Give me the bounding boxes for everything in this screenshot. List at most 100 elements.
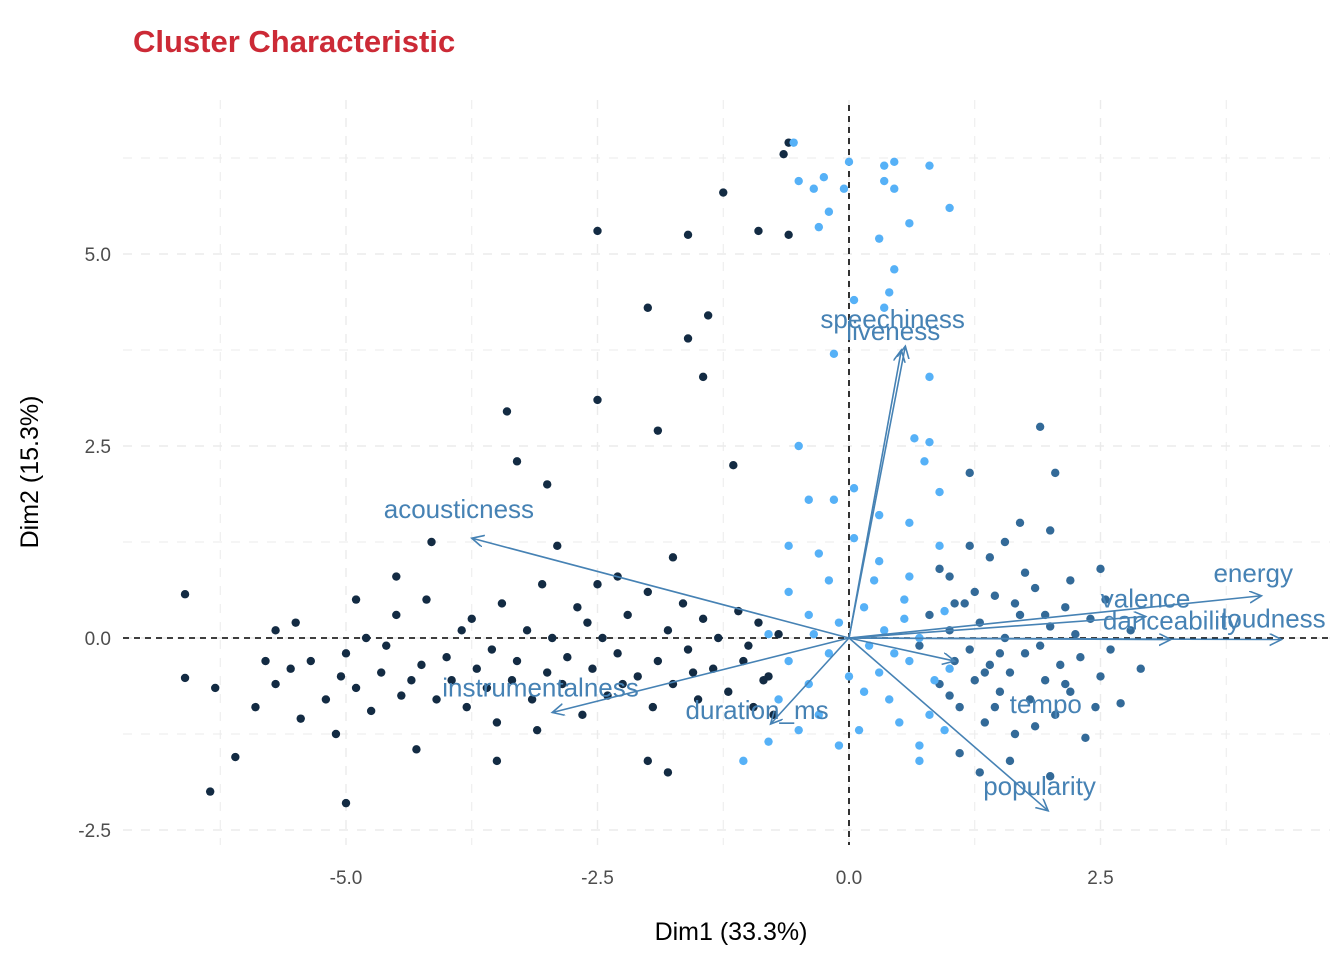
cluster-3-point xyxy=(804,610,813,620)
axis-ticks: -5.0 -2.5 0.0 2.5 -2.5 0.0 2.5 5.0 xyxy=(78,245,1113,889)
cluster-1-point xyxy=(321,695,331,704)
cluster-1-point xyxy=(392,572,401,581)
cluster-3-point xyxy=(764,737,773,746)
cluster-2-point xyxy=(1010,599,1020,608)
chart-title: Cluster Characteristic xyxy=(133,24,456,59)
cluster-2-point xyxy=(915,641,924,650)
cluster-2-point xyxy=(950,599,959,608)
x-tick-label: -5.0 xyxy=(330,868,363,889)
cluster-1-point xyxy=(507,676,517,685)
cluster-2-point xyxy=(1015,610,1025,620)
cluster-2-point xyxy=(985,553,995,562)
cluster-1-point xyxy=(271,626,280,635)
cluster-1-point xyxy=(366,706,376,716)
label-acousticness: acousticness xyxy=(384,494,534,524)
cluster-3-point xyxy=(844,672,854,681)
cluster-3-point xyxy=(925,437,934,447)
cluster-2-point xyxy=(1020,649,1030,658)
cluster-3-point xyxy=(784,541,793,551)
cluster-2-point xyxy=(965,541,974,551)
cluster-1-point xyxy=(653,656,663,666)
cluster-1-point xyxy=(719,188,728,197)
cluster-1-point xyxy=(472,664,481,673)
cluster-3-point xyxy=(814,222,824,232)
cluster-3-point xyxy=(854,725,864,735)
cluster-3-point xyxy=(874,557,884,566)
cluster-1-point xyxy=(537,580,547,589)
cluster-1-point xyxy=(583,618,592,627)
cluster-3-point xyxy=(844,157,854,167)
cluster-1-point xyxy=(447,676,456,685)
cluster-2-point xyxy=(1061,603,1070,612)
cluster-3-point xyxy=(895,718,904,727)
cluster-3-point xyxy=(859,687,869,696)
cluster-1-point xyxy=(588,664,597,673)
cluster-1-point xyxy=(593,580,602,589)
cluster-1-point xyxy=(492,756,502,766)
cluster-1-point xyxy=(527,695,537,704)
cluster-1-point xyxy=(261,656,270,666)
cluster-3-point xyxy=(945,203,954,213)
arrow-instrumentalness xyxy=(552,637,850,712)
cluster-2-point xyxy=(1056,660,1065,670)
cluster-3-point xyxy=(814,710,824,719)
cluster-3-point xyxy=(880,303,889,312)
x-tick-label: 0.0 xyxy=(836,868,862,889)
cluster-1-point xyxy=(482,683,492,693)
cluster-1-point xyxy=(427,537,436,547)
cluster-1-point xyxy=(522,626,532,635)
y-axis-label: Dim2 (15.3%) xyxy=(16,396,44,549)
cluster-3-point xyxy=(940,606,949,616)
cluster-2-point xyxy=(1076,653,1085,662)
cluster-3-point xyxy=(824,576,834,585)
cluster-3-point xyxy=(925,372,934,382)
cluster-2-point xyxy=(1005,668,1015,677)
cluster-1-point xyxy=(623,610,632,620)
cluster-1-point xyxy=(211,683,220,693)
cluster-2-point xyxy=(1030,583,1040,593)
cluster-3-point xyxy=(874,510,884,520)
cluster-3-point xyxy=(885,695,894,704)
cluster-2-point xyxy=(1101,595,1110,604)
cluster-3-point xyxy=(804,679,813,689)
cluster-3-point xyxy=(935,487,944,497)
cluster-3-point xyxy=(739,756,748,766)
cluster-1-point xyxy=(724,687,733,696)
cluster-2-point xyxy=(980,668,990,677)
arrow-tempo xyxy=(848,637,955,661)
cluster-2-point xyxy=(1106,645,1115,654)
label-valence: valence xyxy=(1101,583,1191,613)
arrow-loudness xyxy=(848,638,1282,640)
cluster-1-point xyxy=(286,664,295,673)
cluster-1-point xyxy=(462,702,471,712)
cluster-3-point xyxy=(930,676,939,685)
cluster-3-point xyxy=(905,219,914,228)
cluster-2-point xyxy=(1000,537,1010,547)
cluster-2-point xyxy=(955,749,964,758)
cluster-1-point xyxy=(492,718,502,727)
cluster-1-point xyxy=(382,641,391,650)
cluster-3-point xyxy=(880,161,889,170)
cluster-1-point xyxy=(648,702,658,712)
cluster-1-point xyxy=(729,461,738,470)
cluster-3-point xyxy=(789,138,798,147)
label-danceability: danceability xyxy=(1103,606,1240,636)
cluster-1-point xyxy=(512,457,522,466)
cluster-1-point xyxy=(593,226,602,236)
cluster-3-point xyxy=(834,741,844,750)
cluster-3-point xyxy=(905,656,914,666)
arrow-popularity xyxy=(848,637,1048,811)
cluster-3-point xyxy=(794,441,803,451)
cluster-2-point xyxy=(1071,629,1080,639)
cluster-1-point xyxy=(392,610,401,620)
cluster-2-point xyxy=(1005,756,1015,766)
cluster-2-point xyxy=(1035,641,1045,650)
cluster-1-point xyxy=(749,702,758,712)
cluster-1-point xyxy=(532,725,542,735)
cluster-1-point xyxy=(779,149,788,159)
cluster-3-point xyxy=(900,614,909,623)
cluster-2-point xyxy=(1035,422,1045,431)
y-tick-label: 5.0 xyxy=(85,245,111,266)
cluster-2-point xyxy=(1096,564,1105,574)
